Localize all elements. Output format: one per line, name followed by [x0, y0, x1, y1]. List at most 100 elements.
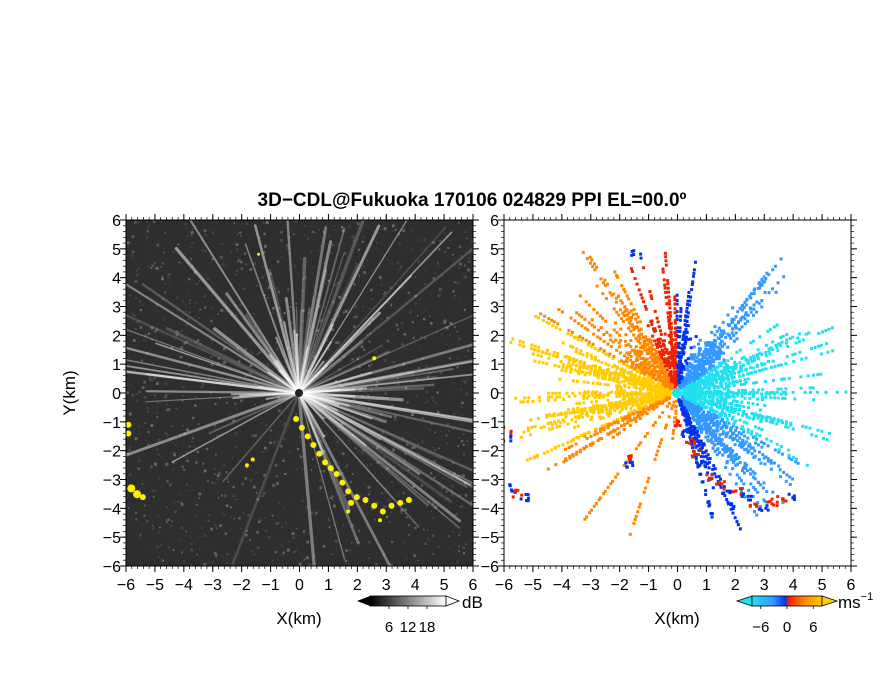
- velocity-cell: [723, 377, 727, 381]
- speckle-cell: [180, 329, 183, 332]
- speckle-cell: [405, 516, 408, 519]
- velocity-cell: [675, 318, 679, 322]
- velocity-cell: [571, 410, 575, 414]
- velocity-cell: [752, 356, 756, 360]
- speckle-cell: [163, 396, 167, 400]
- velocity-cell: [722, 485, 726, 489]
- speckle-cell: [239, 459, 241, 461]
- velocity-cell: [742, 355, 746, 359]
- x-tick-label: 2: [353, 577, 362, 594]
- speckle-cell: [412, 382, 414, 384]
- velocity-cell: [639, 293, 643, 297]
- speckle-cell: [202, 249, 204, 251]
- speckle-cell: [277, 290, 281, 294]
- speckle-cell: [465, 297, 468, 300]
- velocity-cell: [711, 398, 715, 402]
- speckle-cell: [217, 496, 220, 499]
- velocity-cell: [552, 350, 556, 354]
- speckle-cell: [425, 390, 429, 394]
- speckle-cell: [296, 447, 300, 451]
- speckle-cell: [265, 280, 269, 283]
- speckle-cell: [145, 519, 149, 523]
- speckle-cell: [466, 378, 470, 381]
- velocity-cell: [600, 376, 604, 380]
- speckle-cell: [202, 349, 204, 351]
- speckle-cell: [308, 494, 311, 497]
- velocity-cell: [776, 396, 780, 400]
- strong-echo-cell: [244, 463, 249, 468]
- velocity-cell: [602, 339, 606, 343]
- velocity-cell: [751, 313, 755, 317]
- velocity-cell: [719, 361, 723, 365]
- velocity-cell: [617, 313, 621, 317]
- speckle-cell: [143, 380, 146, 384]
- speckle-cell: [279, 230, 283, 234]
- velocity-cell: [639, 441, 643, 445]
- velocity-cell: [669, 330, 673, 334]
- velocity-cell: [819, 372, 823, 376]
- speckle-cell: [344, 559, 348, 563]
- velocity-cell: [672, 428, 676, 432]
- velocity-cell: [589, 434, 593, 438]
- velocity-cell: [748, 306, 752, 310]
- speckle-cell: [267, 286, 270, 289]
- velocity-cell: [735, 520, 739, 524]
- velocity-cell: [699, 455, 703, 459]
- velocity-cell: [560, 368, 564, 372]
- velocity-cell: [781, 421, 785, 425]
- speckle-cell: [371, 298, 374, 300]
- velocity-cell: [738, 460, 742, 464]
- speckle-cell: [155, 348, 157, 350]
- reflectivity-core-ray: [293, 329, 300, 394]
- velocity-cell: [642, 300, 646, 304]
- velocity-cell: [530, 343, 534, 347]
- velocity-cell: [722, 329, 726, 333]
- speckle-cell: [265, 530, 267, 532]
- speckle-cell: [311, 221, 314, 225]
- velocity-cell: [720, 417, 724, 421]
- velocity-cell: [756, 354, 760, 358]
- velocity-cell: [671, 431, 675, 435]
- velocity-cell: [817, 344, 821, 348]
- speckle-cell: [437, 294, 441, 298]
- velocity-cell: [771, 347, 775, 351]
- speckle-cell: [151, 489, 154, 492]
- speckle-cell: [199, 343, 201, 345]
- velocity-cell: [727, 383, 731, 387]
- velocity-cell: [564, 458, 568, 462]
- speckle-cell: [262, 492, 266, 495]
- speckle-cell: [463, 264, 466, 267]
- velocity-cell: [601, 424, 605, 428]
- velocity-cell: [618, 394, 622, 398]
- x-tick-label: 5: [440, 577, 449, 594]
- velocity-cell: [706, 417, 710, 421]
- speckle-cell: [195, 301, 198, 304]
- velocity-cell: [685, 319, 689, 323]
- speckle-cell: [405, 387, 408, 390]
- velocity-cell: [732, 367, 736, 371]
- velocity-cell: [709, 392, 713, 396]
- velocity-cell: [763, 379, 767, 383]
- reflectivity-ray: [297, 368, 454, 395]
- velocity-cell: [761, 486, 765, 490]
- velocity-cell: [728, 323, 732, 327]
- velocity-cell: [712, 443, 716, 447]
- speckle-cell: [261, 519, 263, 521]
- velocity-cell: [827, 327, 831, 331]
- speckle-cell: [343, 356, 346, 358]
- speckle-cell: [187, 317, 190, 320]
- speckle-cell: [216, 474, 220, 477]
- speckle-cell: [331, 498, 334, 501]
- velocity-cell: [714, 475, 718, 479]
- velocity-cell: [714, 437, 718, 441]
- speckle-cell: [417, 259, 421, 263]
- speckle-cell: [299, 256, 302, 259]
- velocity-cell: [725, 417, 729, 421]
- velocity-cell: [708, 427, 712, 431]
- velocity-cell: [537, 345, 541, 349]
- speckle-cell: [341, 472, 344, 475]
- velocity-cell: [623, 339, 627, 343]
- velocity-cell: [673, 307, 677, 311]
- velocity-cell: [744, 311, 748, 315]
- velocity-cell: [554, 326, 558, 330]
